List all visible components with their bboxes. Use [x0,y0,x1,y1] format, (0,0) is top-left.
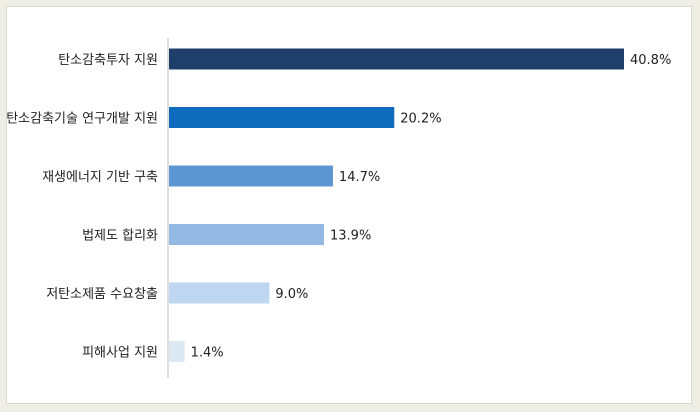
value-label: 13.9% [330,229,371,244]
value-label: 40.8% [630,53,671,68]
category-label: 탄소감축기술 연구개발 지원 [6,112,158,127]
value-label: 9.0% [275,287,308,302]
chart-frame [6,6,692,404]
value-label: 1.4% [191,346,224,361]
category-label: 법제도 합리화 [82,229,158,244]
category-label: 재생에너지 기반 구축 [42,170,158,185]
bar-2 [169,107,395,128]
bar-5 [169,282,270,304]
value-label: 14.7% [339,170,380,185]
category-label: 저탄소제품 수요창출 [46,287,158,302]
bar-4 [169,224,325,245]
value-label: 20.2% [400,112,441,127]
category-label: 피해사업 지원 [82,346,158,361]
category-label: 탄소감축투자 지원 [58,53,158,68]
bar-1 [169,48,624,70]
bar-6 [169,341,185,362]
bar-3 [169,165,333,187]
